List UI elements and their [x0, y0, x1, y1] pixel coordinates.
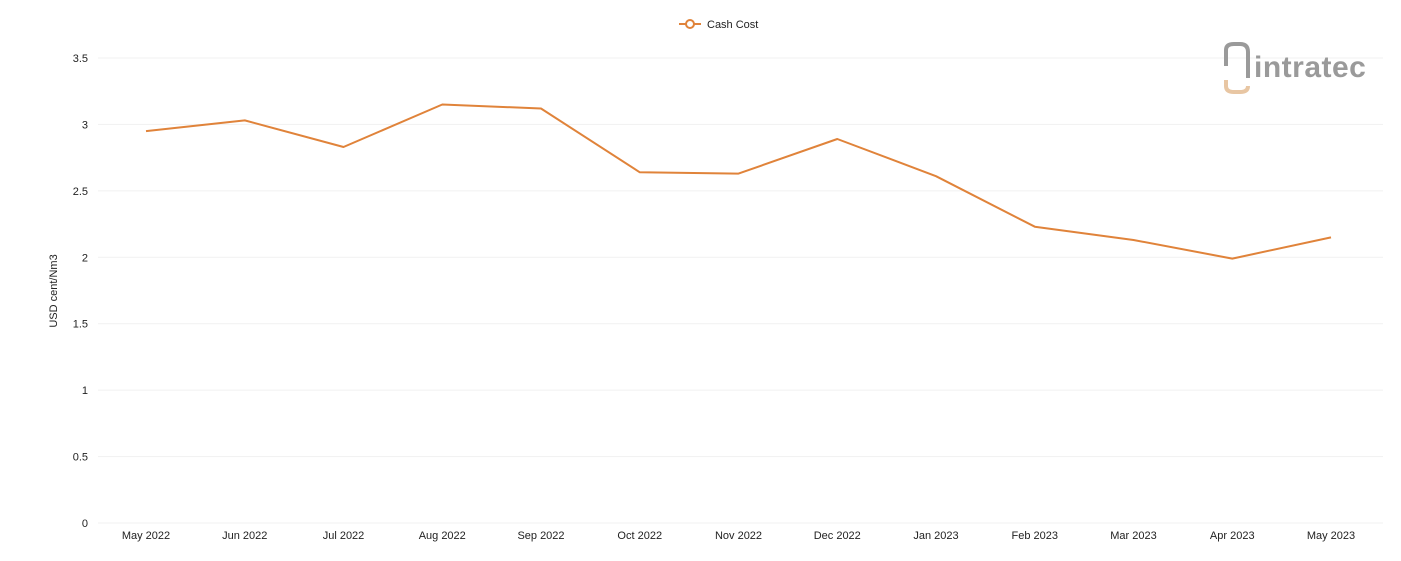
x-tick-label: Oct 2022 — [617, 530, 662, 542]
data-point[interactable] — [436, 99, 448, 111]
data-point[interactable] — [1029, 221, 1041, 233]
logo-text: intratec — [1254, 51, 1366, 84]
data-point[interactable] — [733, 168, 745, 180]
x-tick-label: Apr 2023 — [1210, 530, 1255, 542]
data-point[interactable] — [1128, 234, 1140, 246]
grid-lines — [98, 57, 1383, 524]
data-point[interactable] — [1226, 253, 1238, 265]
series-line-cash-cost[interactable] — [145, 103, 1332, 260]
y-tick-label: 3.5 — [73, 53, 88, 65]
data-point[interactable] — [338, 141, 350, 153]
y-axis-label: USD cent/Nm3 — [48, 254, 60, 327]
data-point[interactable] — [535, 102, 547, 114]
x-tick-label: Sep 2022 — [517, 530, 564, 542]
y-tick-label: 2 — [82, 252, 88, 264]
legend-label: Cash Cost — [707, 19, 758, 31]
y-tick-label: 1 — [82, 385, 88, 397]
y-tick-label: 0.5 — [73, 452, 88, 464]
x-tick-label: Jun 2022 — [222, 530, 267, 542]
x-tick-label: Jan 2023 — [913, 530, 958, 542]
x-tick-label: Aug 2022 — [419, 530, 466, 542]
data-point[interactable] — [140, 125, 152, 137]
data-point[interactable] — [930, 170, 942, 182]
x-axis-ticks: May 2022 Jun 2022 Jul 2022 Aug 2022 Sep 2022… — [122, 530, 1355, 542]
data-point[interactable] — [831, 133, 843, 145]
series-lines — [140, 99, 1337, 265]
x-tick-label: Mar 2023 — [1110, 530, 1156, 542]
x-tick-label: Feb 2023 — [1012, 530, 1058, 542]
data-point[interactable] — [634, 166, 646, 178]
data-point[interactable] — [1325, 231, 1337, 243]
intratec-logo: intratec — [1224, 42, 1366, 94]
y-tick-label: 0 — [82, 518, 88, 530]
legend-swatch-marker — [685, 19, 695, 29]
legend[interactable]: Cash Cost — [679, 19, 758, 31]
data-point[interactable] — [239, 114, 251, 126]
x-tick-label: Jul 2022 — [323, 530, 365, 542]
logo-mark-bottom — [1224, 80, 1250, 94]
x-tick-label: Dec 2022 — [814, 530, 861, 542]
logo-mark-top — [1224, 42, 1250, 78]
x-tick-label: May 2022 — [122, 530, 170, 542]
y-tick-label: 1.5 — [73, 319, 88, 331]
x-tick-label: Nov 2022 — [715, 530, 762, 542]
x-tick-label: May 2023 — [1307, 530, 1355, 542]
y-tick-label: 2.5 — [73, 186, 88, 198]
y-tick-label: 3 — [82, 119, 88, 131]
y-axis-ticks: 0 0.5 1 1.5 2 2.5 3 3.5 — [73, 53, 88, 530]
